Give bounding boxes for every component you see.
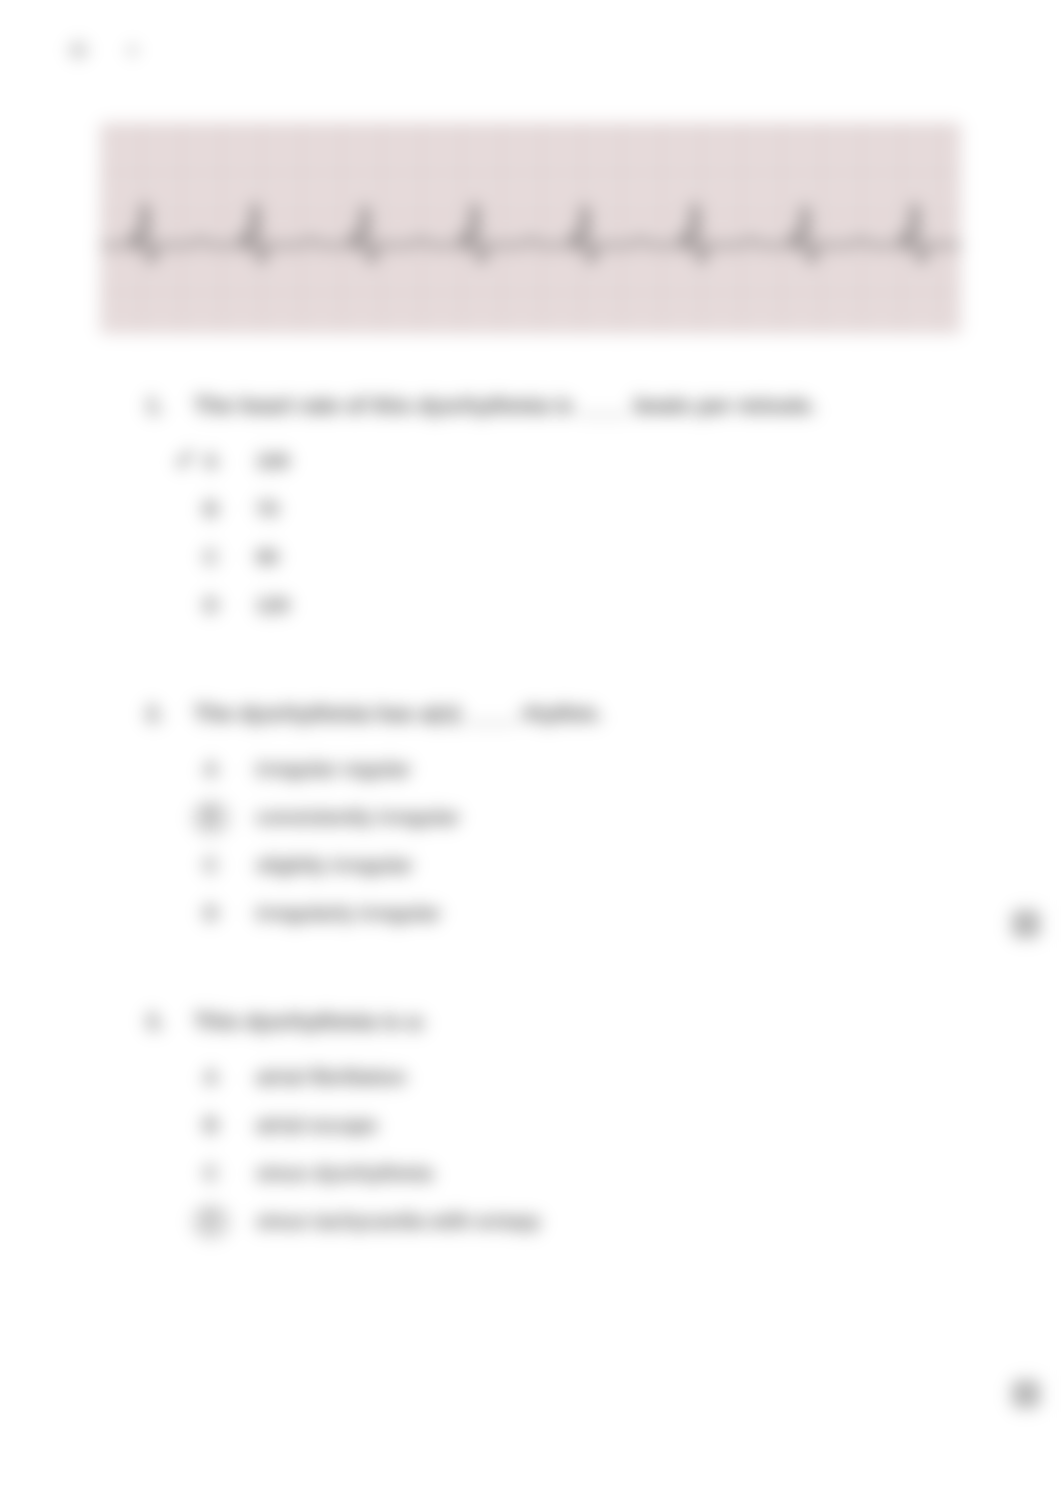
question-text: This dysrhythmia is a: [194,1009,426,1035]
options-list: A✓ 100 B 70 C 90 D 120 [194,447,940,621]
option-letter-wrap: C [194,1159,228,1189]
option-letter: B [204,1115,218,1138]
question-block: 1. The heart rate of this dysrhythmia is … [140,393,940,621]
option-letter-wrap: D [194,899,228,929]
question-number: 1. [140,393,164,419]
option-row[interactable]: C 90 [194,543,940,573]
check-mark-icon: ✓ [174,443,197,476]
option-text: 100 [256,451,289,474]
option-letter: A [204,451,218,474]
top-mark-1: iii [70,40,87,63]
option-letter: C [204,855,218,878]
option-letter-wrap: B [194,1111,228,1141]
option-row[interactable]: Dsinus tachycardia with ectopy [194,1207,940,1237]
option-row[interactable]: Airregular regular [194,755,940,785]
option-letter-wrap: D [194,1207,228,1237]
option-text: sinus tachycardia with ectopy [256,1211,541,1234]
option-letter-wrap: D [194,591,228,621]
option-row[interactable]: Csinus dysrhythmia [194,1159,940,1189]
option-text: irregularly irregular [256,903,441,926]
option-row[interactable]: Bconsistently irregular [194,803,940,833]
option-text: 90 [256,547,278,570]
question-head: 2. The dysrhythmia has a(n) ____ rhythm. [140,701,940,727]
option-row[interactable]: B 70 [194,495,940,525]
options-list: Airregular regular Bconsistently irregula… [194,755,940,929]
question-block: 2. The dysrhythmia has a(n) ____ rhythm. A… [140,701,940,929]
question-head: 3. This dysrhythmia is a: [140,1009,940,1035]
question-text: The heart rate of this dysrhythmia is __… [194,393,816,419]
option-text: atrial fibrillation [256,1067,406,1090]
option-text: sinus dysrhythmia [256,1163,433,1186]
option-text: irregular regular [256,759,411,782]
option-text: consistently irregular [256,807,459,830]
option-row[interactable]: Aatrial fibrillation [194,1063,940,1093]
option-row[interactable]: Batrial escape [194,1111,940,1141]
option-letter-wrap: A [194,1063,228,1093]
sidebar-marker-icon [1012,910,1040,938]
circle-mark-icon [194,1207,228,1237]
sidebar-marker-icon [1012,1380,1040,1408]
question-text: The dysrhythmia has a(n) ____ rhythm. [194,701,602,727]
questions-container: 1. The heart rate of this dysrhythmia is … [60,393,1002,1237]
option-text: atrial escape [256,1115,377,1138]
question-number: 3. [140,1009,164,1035]
question-number: 2. [140,701,164,727]
ecg-strip [101,123,961,333]
option-letter: A [204,1067,218,1090]
option-letter: B [204,499,218,522]
option-text: 120 [256,595,289,618]
question-block: 3. This dysrhythmia is a: Aatrial fibrilla… [140,1009,940,1237]
option-row[interactable]: A✓ 100 [194,447,940,477]
top-marks: iii + [60,40,1002,63]
option-row[interactable]: D 120 [194,591,940,621]
option-letter-wrap: C [194,851,228,881]
circle-mark-icon [194,803,228,833]
option-text: 70 [256,499,278,522]
option-letter: C [204,1163,218,1186]
option-row[interactable]: Dirregularly irregular [194,899,940,929]
options-list: Aatrial fibrillation Batrial escape Csinus… [194,1063,940,1237]
option-letter: A [204,759,218,782]
option-letter-wrap: B [194,495,228,525]
option-letter-wrap: A✓ [194,447,228,477]
ecg-trace-svg [101,123,961,333]
option-text: slightly irregular [256,855,413,878]
option-letter-wrap: B [194,803,228,833]
top-mark-2: + [127,40,139,63]
option-letter: C [204,547,218,570]
option-letter-wrap: A [194,755,228,785]
option-letter-wrap: C [194,543,228,573]
option-letter: D [204,903,218,926]
option-row[interactable]: Cslightly irregular [194,851,940,881]
page: iii + 1. The heart rate of this dysrhythm… [0,0,1062,1505]
option-letter: D [204,595,218,618]
question-head: 1. The heart rate of this dysrhythmia is … [140,393,940,419]
